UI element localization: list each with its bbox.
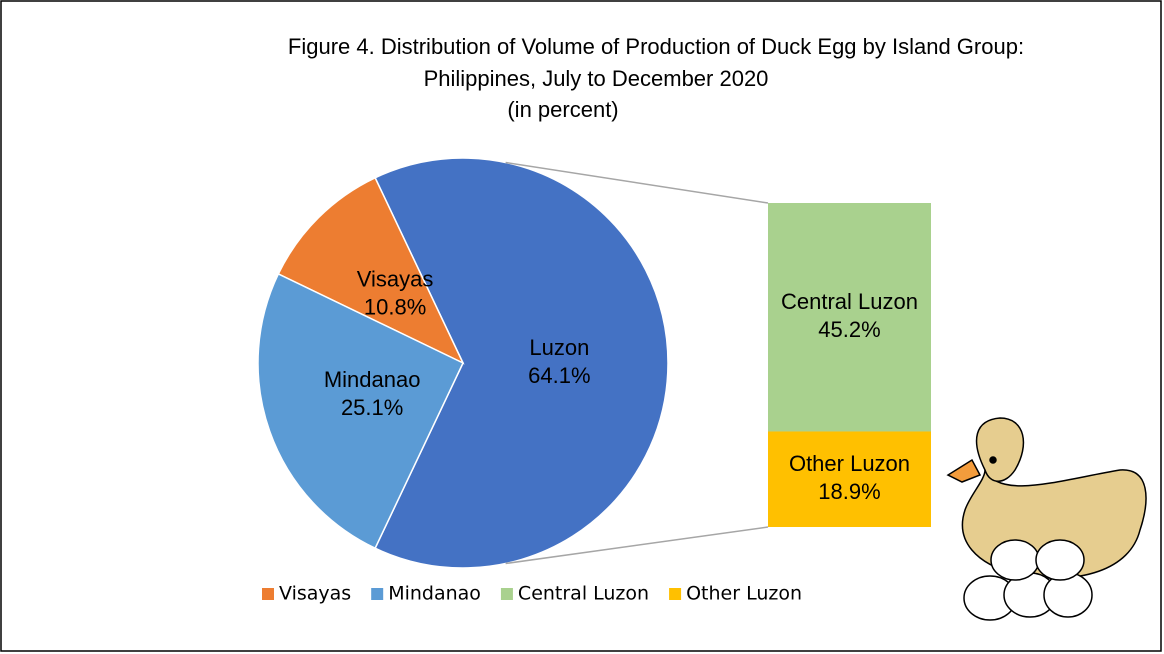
breakout-label: Central Luzon xyxy=(781,289,918,314)
legend-swatch xyxy=(262,588,274,600)
legend-label: Other Luzon xyxy=(686,583,802,605)
slice-value-label: 10.8% xyxy=(364,294,426,319)
legend-label: Visayas xyxy=(279,583,351,605)
chart-subtitle: Philippines, July to December 2020 xyxy=(424,66,769,91)
slice-label: Visayas xyxy=(357,266,434,291)
slice-label: Mindanao xyxy=(324,367,421,392)
legend-swatch xyxy=(501,588,513,600)
legend-swatch xyxy=(669,588,681,600)
chart: Figure 4. Distribution of Volume of Prod… xyxy=(0,0,1164,654)
breakout-value-label: 18.9% xyxy=(818,479,880,504)
unit-note: (in percent) xyxy=(507,97,618,122)
breakout-label: Other Luzon xyxy=(789,451,910,476)
legend-label: Mindanao xyxy=(388,583,481,605)
legend-swatch xyxy=(371,588,383,600)
slice-value-label: 64.1% xyxy=(528,363,590,388)
breakout-value-label: 45.2% xyxy=(818,317,880,342)
slice-label: Luzon xyxy=(529,335,589,360)
chart-title: Figure 4. Distribution of Volume of Prod… xyxy=(288,34,1024,59)
slice-value-label: 25.1% xyxy=(341,395,403,420)
legend-label: Central Luzon xyxy=(518,583,649,605)
